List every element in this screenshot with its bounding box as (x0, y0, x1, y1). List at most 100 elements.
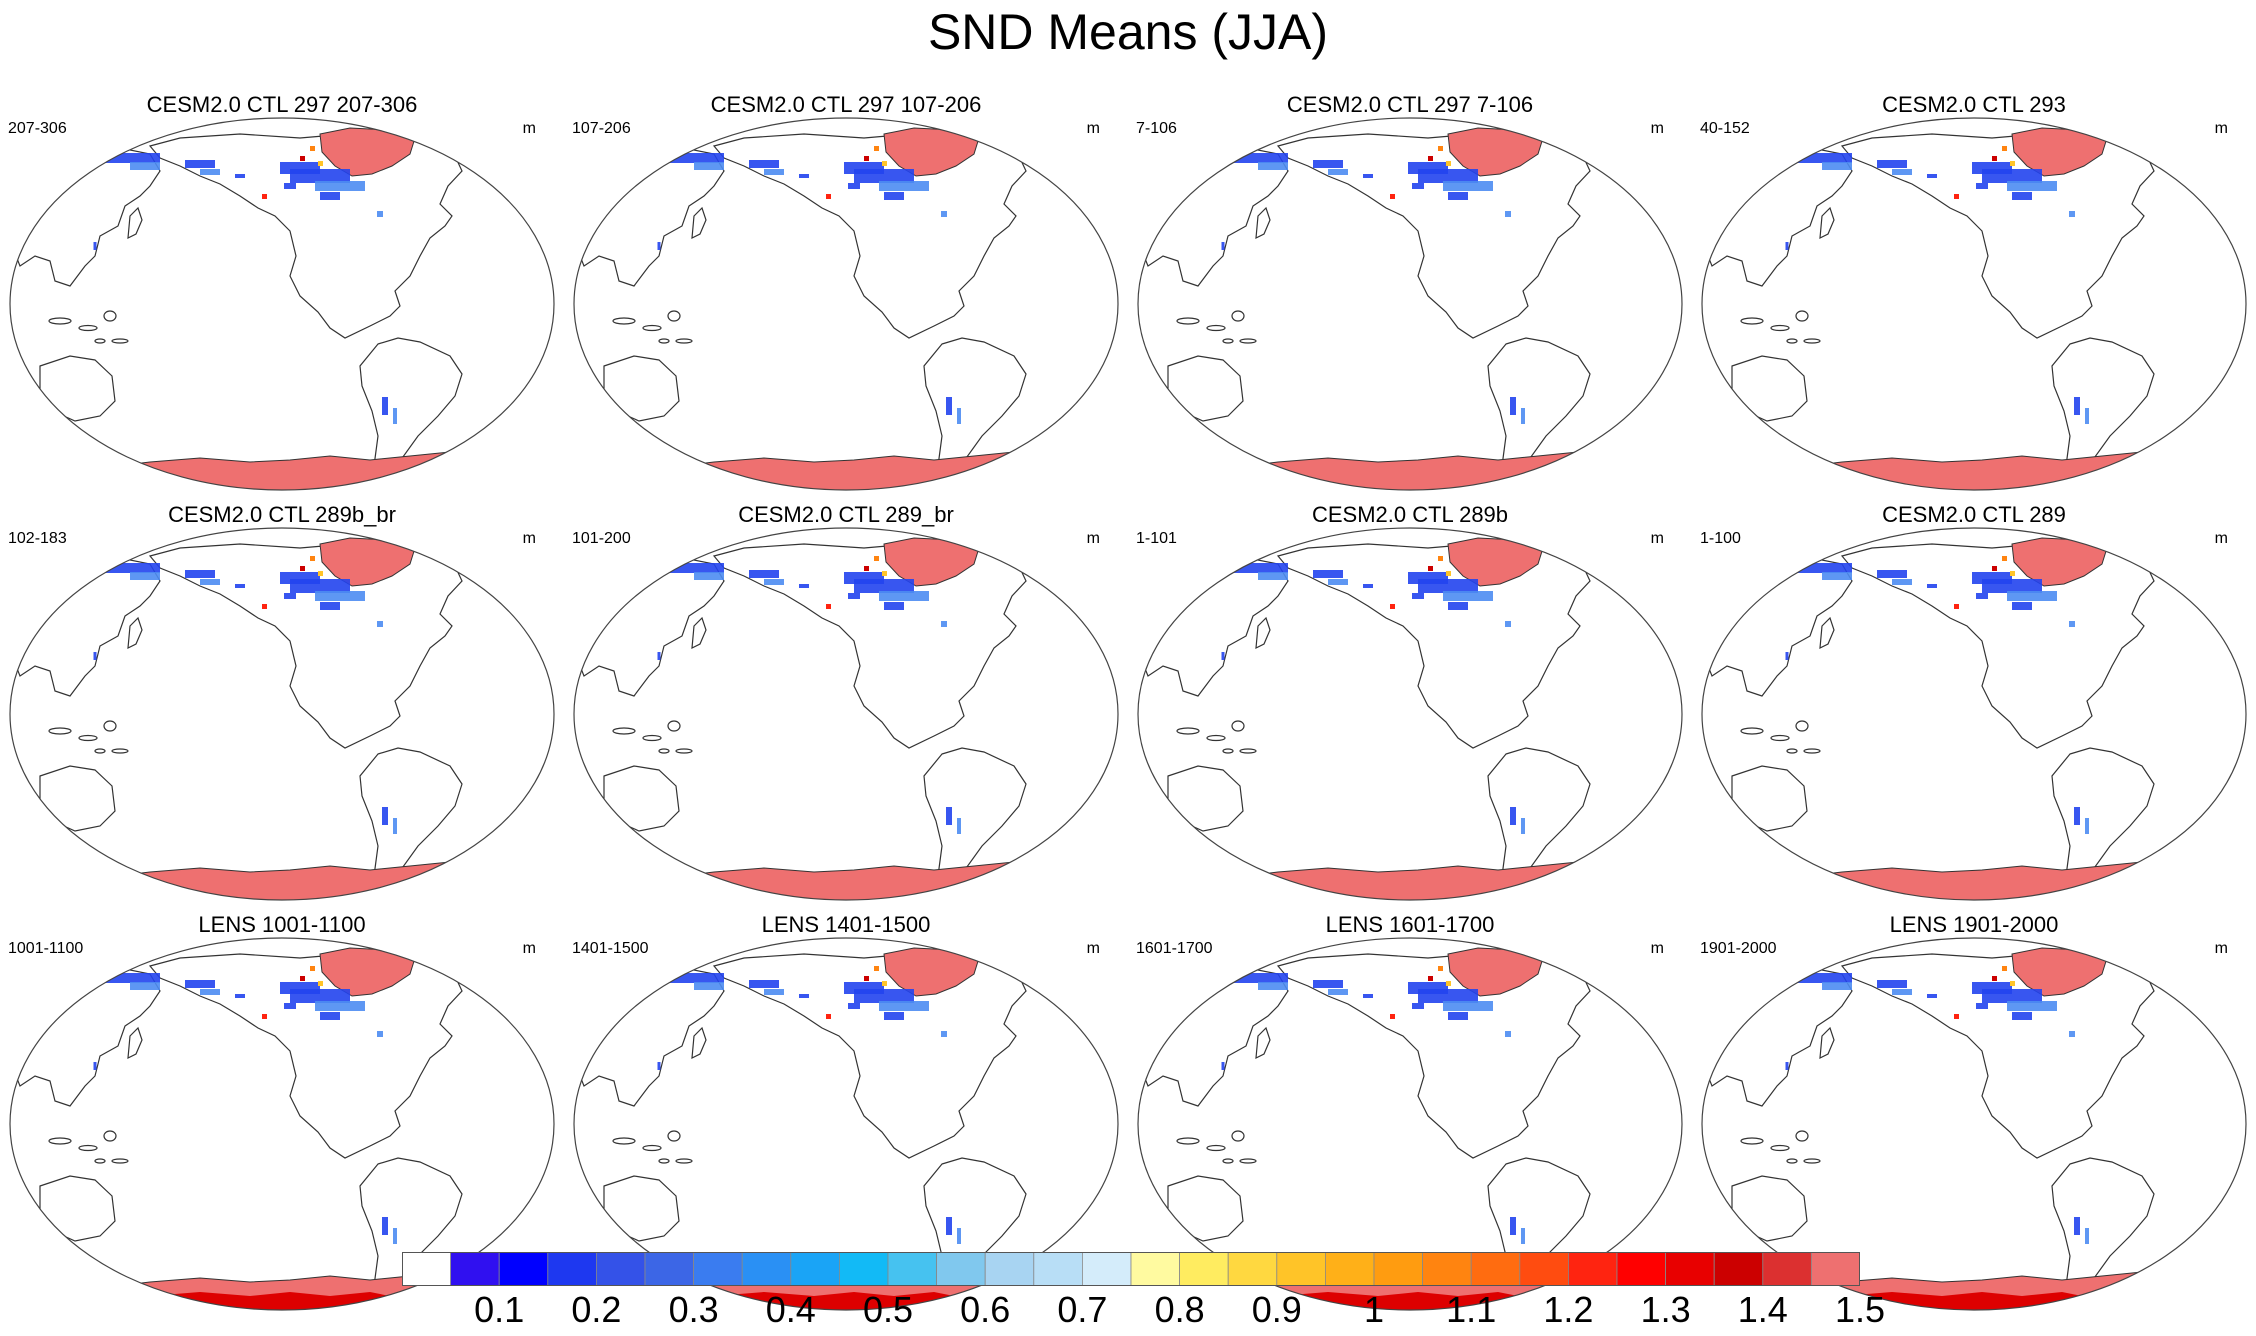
colorbar-tick-label: 0.3 (668, 1289, 719, 1330)
antarctica-deep-fill (1832, 1292, 2112, 1310)
panel-period-label: 1001-1100 (8, 940, 84, 957)
map-panel: CESM2.0 CTL 289 1-100 m (1692, 502, 2256, 912)
map-boundary (1137, 527, 1683, 901)
map-panel: LENS 1001-1100 1001-1100 m (0, 912, 564, 1322)
antarctica-deep-fill (140, 1292, 420, 1310)
colorbar-swatch (1422, 1252, 1472, 1286)
figure-title: SND Means (JJA) (927, 4, 1329, 60)
panel-period-label: 1901-2000 (1700, 940, 1777, 957)
colorbar-swatch (1373, 1252, 1423, 1286)
panel-unit-label: m (2214, 530, 2228, 547)
australia-outline (603, 765, 680, 832)
antarctica-fill (1781, 857, 2173, 900)
colorbar-tick-label: 1.4 (1737, 1289, 1788, 1330)
map-boundary (1701, 527, 2247, 901)
map-boundary (573, 117, 1119, 491)
map-canvas (1701, 527, 2247, 901)
map-panel: LENS 1901-2000 1901-2000 m (1692, 912, 2256, 1322)
colorbar-tick-label: 0.6 (960, 1289, 1011, 1330)
colorbar-tick-label: 0.5 (862, 1289, 914, 1330)
map-panel: LENS 1601-1700 1601-1700 m (1128, 912, 1692, 1322)
colorbar-swatch (1470, 1252, 1521, 1286)
panel-unit-label: m (522, 940, 536, 957)
australia-outline (1167, 765, 1244, 832)
panel-period-label: 1-100 (1700, 530, 1741, 547)
panel-period-label: 1-101 (1136, 530, 1177, 547)
panel-unit-label: m (1650, 120, 1664, 137)
panel-title: CESM2.0 CTL 297 207-306 (146, 92, 418, 117)
colorbar-tick-label: 1.5 (1834, 1289, 1886, 1330)
panel-period-label: 102-183 (8, 530, 67, 547)
colorbar-swatch (936, 1252, 986, 1286)
colorbar-swatch (1130, 1252, 1180, 1286)
antarctica-fill (1781, 447, 2173, 490)
map-boundary (1701, 937, 2247, 1311)
greenland-fill (883, 127, 980, 177)
colorbar-swatch (1665, 1252, 1715, 1286)
colorbar-swatch (1519, 1252, 1569, 1286)
australia-outline (1167, 355, 1244, 422)
colorbar-swatch (838, 1252, 889, 1286)
map-canvas (9, 117, 555, 491)
panel-period-label: 207-306 (8, 120, 67, 137)
colorbar-swatch (1616, 1252, 1666, 1286)
colorbar-tick-label: 1.2 (1543, 1289, 1594, 1330)
colorbar-swatch (693, 1252, 743, 1286)
map-boundary (573, 527, 1119, 901)
greenland-fill (1447, 947, 1544, 997)
panel-title: LENS 1401-1500 (761, 912, 931, 937)
antarctica-fill (89, 447, 481, 490)
panel-unit-label: m (2214, 120, 2228, 137)
greenland-fill (1447, 127, 1544, 177)
australia-outline (1731, 355, 1808, 422)
panel-title: CESM2.0 CTL 289_br (738, 502, 954, 527)
colorbar-swatch (1033, 1252, 1083, 1286)
panel-period-label: 1401-1500 (572, 940, 649, 957)
colorbar-tick-label: 0.8 (1154, 1289, 1205, 1330)
panel-period-label: 40-152 (1700, 120, 1750, 137)
panel-period-label: 107-206 (572, 120, 631, 137)
colorbar-swatch (1713, 1252, 1764, 1286)
australia-outline (1731, 1175, 1808, 1242)
colorbar-swatch (1179, 1252, 1229, 1286)
panel-period-label: 1601-1700 (1136, 940, 1213, 957)
australia-outline (39, 765, 116, 832)
colorbar-tick-label: 1 (1363, 1289, 1385, 1330)
map-panel: CESM2.0 CTL 289b 1-101 m (1128, 502, 1692, 912)
australia-outline (39, 1175, 116, 1242)
colorbar-swatch (1568, 1252, 1618, 1286)
greenland-fill (319, 127, 416, 177)
map-canvas (573, 527, 1119, 901)
colorbar-swatch (595, 1252, 646, 1286)
panel-unit-label: m (522, 530, 536, 547)
panel-unit-label: m (1650, 940, 1664, 957)
colorbar-tick-label: 0.4 (765, 1289, 816, 1330)
map-boundary (1701, 117, 2247, 491)
panel-period-label: 7-106 (1136, 120, 1177, 137)
panel-title: CESM2.0 CTL 297 107-206 (710, 92, 982, 117)
colorbar-tick-label: 1.3 (1640, 1289, 1691, 1330)
panel-title: LENS 1001-1100 (198, 912, 366, 937)
panel-unit-label: m (522, 120, 536, 137)
panel-title: LENS 1601-1700 (1325, 912, 1495, 937)
map-canvas (573, 117, 1119, 491)
greenland-fill (883, 947, 980, 997)
panel-unit-label: m (2214, 940, 2228, 957)
map-canvas (1137, 117, 1683, 491)
colorbar-tick-label: 0.2 (571, 1289, 622, 1330)
colorbar-swatch (1227, 1252, 1278, 1286)
map-canvas (1701, 937, 2247, 1311)
antarctica-fill (653, 447, 1045, 490)
colorbar-swatch (887, 1252, 937, 1286)
australia-outline (1167, 1175, 1244, 1242)
map-panel: CESM2.0 CTL 297 207-306 207-306 m (0, 92, 564, 502)
panel-title: CESM2.0 CTL 289 (1882, 502, 2066, 527)
antarctica-fill (653, 857, 1045, 900)
map-panel: CESM2.0 CTL 289b_br 102-183 m (0, 502, 564, 912)
australia-outline (603, 1175, 680, 1242)
map-boundary (9, 527, 555, 901)
panel-unit-label: m (1086, 940, 1100, 957)
map-boundary (1137, 937, 1683, 1311)
colorbar-swatch (984, 1252, 1035, 1286)
panel-title: LENS 1901-2000 (1889, 912, 2059, 937)
